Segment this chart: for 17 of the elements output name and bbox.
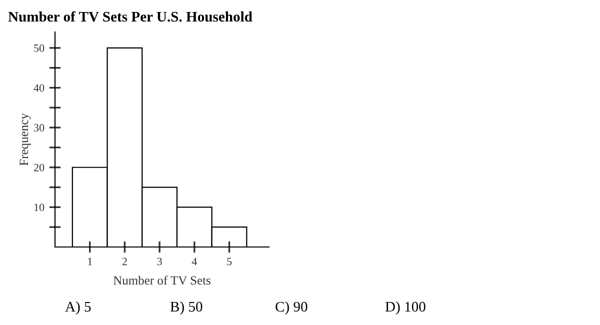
- text: B) 50: [170, 301, 202, 315]
- y-tick-label: 50: [34, 44, 44, 52]
- text: C) 90: [276, 301, 308, 315]
- x-tick-label: 5: [227, 258, 232, 266]
- x-tick-label: 3: [157, 258, 162, 266]
- y-tick-label: 40: [34, 84, 44, 92]
- y-tick-label: 10: [34, 204, 44, 212]
- x-tick-label: 1: [88, 258, 92, 266]
- x-tick-label: 2: [122, 258, 127, 266]
- y-tick-label: 30: [34, 124, 44, 132]
- y-tick-label: 20: [34, 164, 44, 172]
- x-tick-label: 4: [192, 258, 198, 266]
- chart-title: Number of TV Sets Per U.S. Household: [8, 11, 252, 22]
- y-axis-title: Frequency: [20, 113, 31, 166]
- text: D) 100: [385, 301, 426, 315]
- text: A) 5: [65, 301, 91, 315]
- x-axis-title: Number of TV Sets: [113, 276, 210, 285]
